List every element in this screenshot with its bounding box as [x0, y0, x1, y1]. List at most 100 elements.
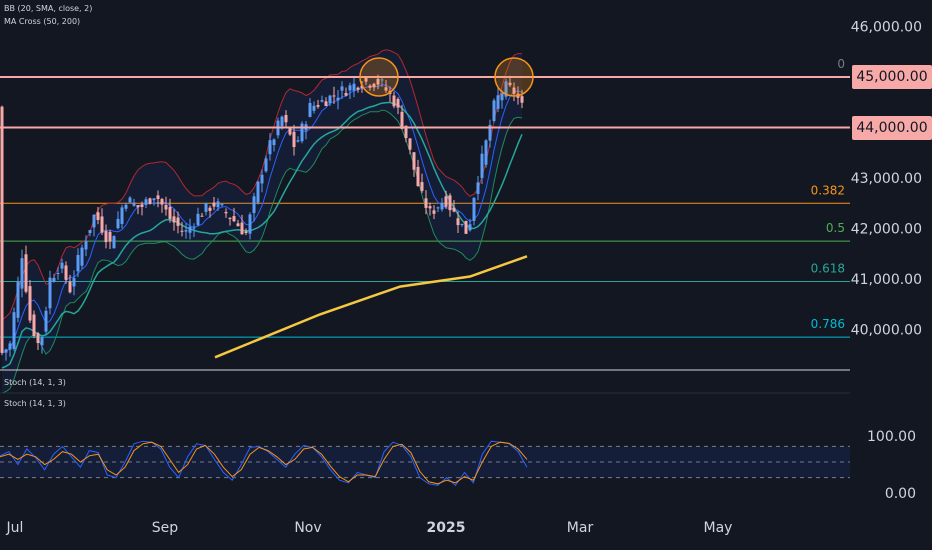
y-tick-label: 41,000.00	[851, 272, 922, 288]
candle-body	[484, 140, 488, 165]
candle-body	[228, 217, 232, 219]
candle-body	[464, 220, 468, 234]
candle-body	[272, 139, 276, 146]
bollinger-fill	[2, 49, 522, 394]
candle-body	[28, 286, 32, 321]
candle-body	[204, 203, 208, 212]
candle-body	[132, 202, 136, 206]
candle-body	[480, 153, 484, 178]
candle-body	[36, 333, 40, 343]
candle-body	[472, 197, 476, 221]
candle-body	[60, 262, 64, 269]
candle-body	[56, 273, 60, 275]
y-tick-label: 42,000.00	[851, 222, 922, 238]
candle-body	[316, 105, 320, 107]
candle-body	[52, 277, 56, 282]
candle-body	[500, 93, 504, 101]
candle-body	[128, 197, 132, 203]
candle-body	[20, 258, 24, 289]
fib-label-0.5: 0.5	[826, 221, 845, 235]
candle-body	[308, 103, 312, 117]
candle-body	[160, 198, 164, 205]
candle-body	[448, 195, 452, 211]
candle-body	[268, 140, 272, 155]
candle-body	[336, 97, 340, 101]
candle-body	[428, 206, 432, 209]
candle-body	[296, 140, 300, 142]
candle-body	[68, 281, 72, 293]
candle-body	[420, 182, 424, 191]
axes: 46,000.00 43,000.00 42,000.00 41,000.00 40,0…	[0, 20, 922, 536]
candle-body	[156, 195, 160, 200]
candle-body	[496, 95, 500, 109]
candle-body	[400, 111, 404, 129]
x-tick-label: 2025	[427, 520, 466, 536]
candle-body	[176, 217, 180, 226]
main-pane: 0 0.382 0.5 0.618 0.786	[0, 49, 850, 394]
candle-body	[356, 87, 360, 90]
candle-body	[76, 254, 80, 272]
candle-body	[424, 198, 428, 208]
candle-body	[196, 213, 200, 225]
candle-body	[340, 86, 344, 91]
candle-body	[208, 207, 212, 211]
candle-body	[40, 337, 44, 346]
x-tick-label: Mar	[567, 520, 594, 536]
x-tick-label: May	[704, 520, 733, 536]
candle-body	[136, 205, 140, 208]
candle-body	[100, 216, 104, 233]
candle-body	[392, 95, 396, 107]
candle-body	[64, 265, 68, 280]
double-top-marker-1	[359, 57, 399, 97]
candle-body	[148, 198, 152, 204]
candle-body	[140, 204, 144, 207]
candle-body	[504, 81, 508, 97]
price-badge-44000: 44,000.00	[852, 116, 932, 140]
candle-body	[8, 343, 12, 350]
candle-body	[396, 98, 400, 108]
candle-body	[444, 196, 448, 207]
candle-body	[72, 278, 76, 287]
candle-body	[452, 207, 456, 212]
candle-body	[352, 83, 356, 91]
candle-body	[184, 230, 188, 232]
candle-body	[364, 77, 368, 82]
candle-body	[48, 277, 52, 309]
candle-body	[264, 158, 268, 172]
candle-body	[116, 218, 120, 229]
candle-body	[292, 131, 296, 148]
candle-body	[280, 116, 284, 127]
candle-body	[368, 85, 372, 88]
candle-body	[288, 127, 292, 135]
candle-body	[216, 201, 220, 208]
candle-body	[192, 227, 196, 229]
ma-cross-indicator-label[interactable]: MA Cross (50, 200)	[4, 17, 81, 26]
stoch-pane-label[interactable]: Stoch (14, 1, 3)	[4, 399, 66, 408]
candle-body	[112, 236, 116, 249]
candle-body	[164, 204, 168, 210]
candle-body	[436, 207, 440, 209]
fib-label-0: 0	[837, 57, 845, 71]
candle-body	[260, 174, 264, 184]
bb-indicator-label[interactable]: BB (20, SMA, close, 2)	[4, 4, 93, 13]
candle-body	[244, 231, 248, 234]
candle-body	[144, 199, 148, 205]
candle-body	[416, 166, 420, 187]
candle-body	[240, 222, 244, 235]
candle-body	[460, 223, 464, 226]
bollinger-basis	[1, 84, 523, 354]
candle-body	[404, 125, 408, 138]
candle-body	[256, 181, 260, 203]
candle-body	[32, 314, 36, 337]
candle-body	[332, 95, 336, 97]
candle-body	[92, 214, 96, 228]
candle-body	[300, 123, 304, 142]
candle-body	[152, 198, 156, 201]
candle-body	[476, 182, 480, 194]
fib-label-0.786: 0.786	[811, 317, 845, 331]
candle-body	[120, 207, 124, 224]
candle-body	[104, 230, 108, 243]
stoch-top-label[interactable]: Stoch (14, 1, 3)	[4, 378, 66, 387]
ma50-line	[1, 101, 523, 369]
